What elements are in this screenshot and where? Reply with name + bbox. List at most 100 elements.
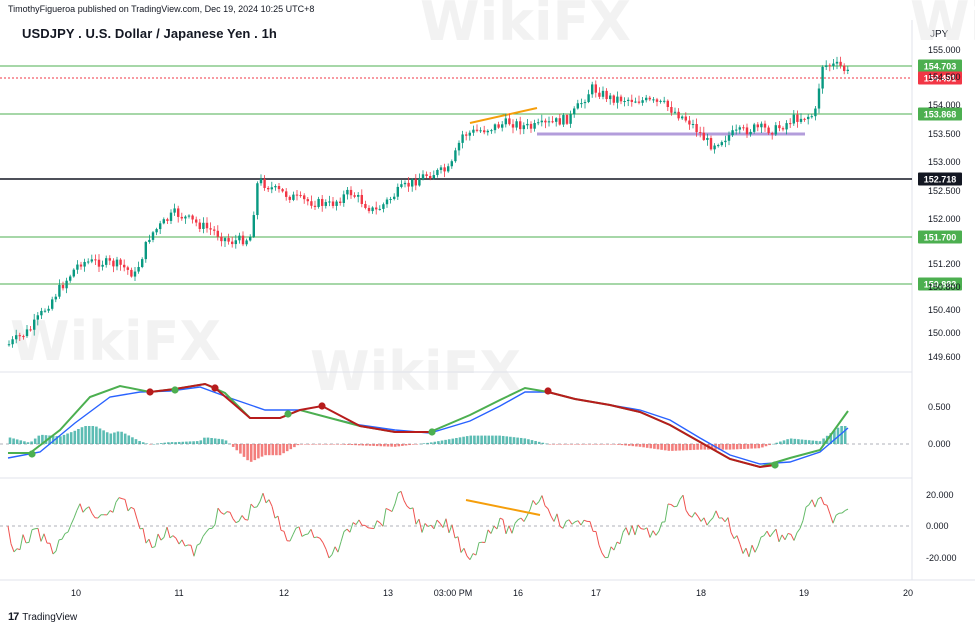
candle-body (627, 99, 630, 102)
oscillator-segment (19, 534, 24, 550)
tradingview-logo[interactable]: 17 TradingView (8, 611, 77, 623)
macd-histogram-bar (199, 440, 203, 444)
macd-histogram-bar (163, 442, 167, 444)
oscillator-segment (841, 510, 846, 514)
candle-body (486, 130, 489, 133)
candle-body (763, 123, 767, 128)
candle-body (612, 95, 615, 103)
oscillator-segment (742, 547, 747, 554)
oscillator-segment (40, 533, 45, 542)
candle-body (699, 132, 702, 134)
macd-histogram-bar (437, 441, 440, 444)
macd-histogram-bar (98, 428, 102, 444)
macd-histogram-bar (293, 444, 296, 448)
candle-body (634, 101, 637, 103)
oscillator-segment (760, 535, 765, 538)
oscillator-segment (811, 499, 816, 508)
oscillator-segment (607, 546, 612, 558)
oscillator-segment (490, 525, 495, 534)
macd-histogram-bar (649, 444, 653, 449)
macd-histogram-bar (41, 434, 44, 444)
candle-body (720, 142, 723, 146)
time-tick-label: 13 (383, 588, 393, 598)
oscillator-segment (721, 517, 726, 523)
macd-histogram-bar (678, 444, 681, 451)
candle-body (69, 276, 72, 281)
macd-cross-marker (28, 450, 36, 458)
oscillator-segment (637, 524, 642, 529)
candle-body (421, 174, 425, 180)
macd-histogram-bar (793, 438, 797, 444)
oscillator-segment (700, 517, 705, 522)
oscillator-segment (544, 505, 549, 510)
macd-histogram-bar (408, 444, 411, 446)
oscillator-segment (109, 510, 114, 513)
candle-body (43, 310, 47, 312)
macd-histogram-bar (505, 436, 509, 444)
macd-histogram-bar (33, 438, 37, 444)
macd-histogram-bar (149, 444, 152, 445)
oscillator-segment (628, 525, 633, 536)
price-tick-label: 151.200 (928, 259, 961, 269)
price-level-badge-label: 151.700 (924, 233, 957, 243)
price-tick-label: 149.600 (928, 352, 961, 362)
oscillator-segment (739, 544, 744, 554)
oscillator-segment (121, 498, 126, 500)
price-tick-label: 152.000 (928, 214, 961, 224)
oscillator-segment (169, 535, 174, 539)
macd-histogram-bar (12, 438, 15, 444)
price-level-lines (0, 65, 912, 285)
oscillator-segment (13, 548, 18, 553)
macd-histogram-bar (66, 433, 69, 444)
candle-body (738, 127, 741, 130)
macd-histogram-bar (584, 444, 588, 445)
candle-body (637, 101, 641, 103)
macd-histogram-bar (343, 444, 347, 445)
candle-body (547, 121, 551, 123)
macd-histogram-bar (779, 441, 782, 444)
oscillator-segment (541, 495, 546, 506)
oscillator-segment (466, 555, 471, 561)
oscillator-segment (463, 548, 468, 557)
candle-body (749, 131, 752, 135)
candle-body (241, 235, 245, 245)
candle-body (760, 123, 763, 128)
macd-histogram-bar (354, 444, 357, 446)
candle-body (234, 240, 237, 245)
symbol-title[interactable]: USDJPY . U.S. Dollar / Japanese Yen . 1h (22, 26, 277, 41)
oscillator-segment (595, 531, 600, 546)
candle-body (299, 195, 302, 197)
macd-histogram-bar (645, 444, 649, 448)
macd-histogram-bar (602, 444, 606, 445)
oscillator-segment (241, 515, 246, 520)
oscillator-segment (538, 495, 543, 502)
candle-body (184, 216, 187, 219)
candle-body (706, 137, 709, 140)
oscillator-segment (190, 545, 195, 557)
macd-histogram-bar (289, 444, 293, 450)
candle-body (187, 215, 191, 217)
oscillator-segment (211, 524, 216, 529)
candle-body (490, 130, 493, 132)
candle-body (519, 121, 522, 130)
candle-body (97, 259, 101, 267)
oscillator-segment (292, 527, 297, 535)
candle-body (256, 183, 259, 216)
candle-body (407, 182, 410, 187)
oscillator-segment (322, 542, 327, 550)
oscillator-segment (385, 507, 390, 511)
macd-histogram-bar (764, 444, 768, 447)
oscillator-segment (724, 517, 729, 523)
oscillator-segment (829, 513, 834, 524)
candle-body (598, 92, 601, 97)
macd-histogram-bar (131, 437, 134, 444)
oscillator-segment (223, 511, 228, 515)
macd-histogram-bar (462, 436, 465, 444)
macd-histogram-bar (419, 443, 422, 445)
candle-body (565, 115, 569, 124)
macd-histogram-bar (271, 444, 275, 456)
candle-body (447, 166, 450, 172)
time-tick-label: 12 (279, 588, 289, 598)
macd-histogram-bar (242, 444, 246, 457)
